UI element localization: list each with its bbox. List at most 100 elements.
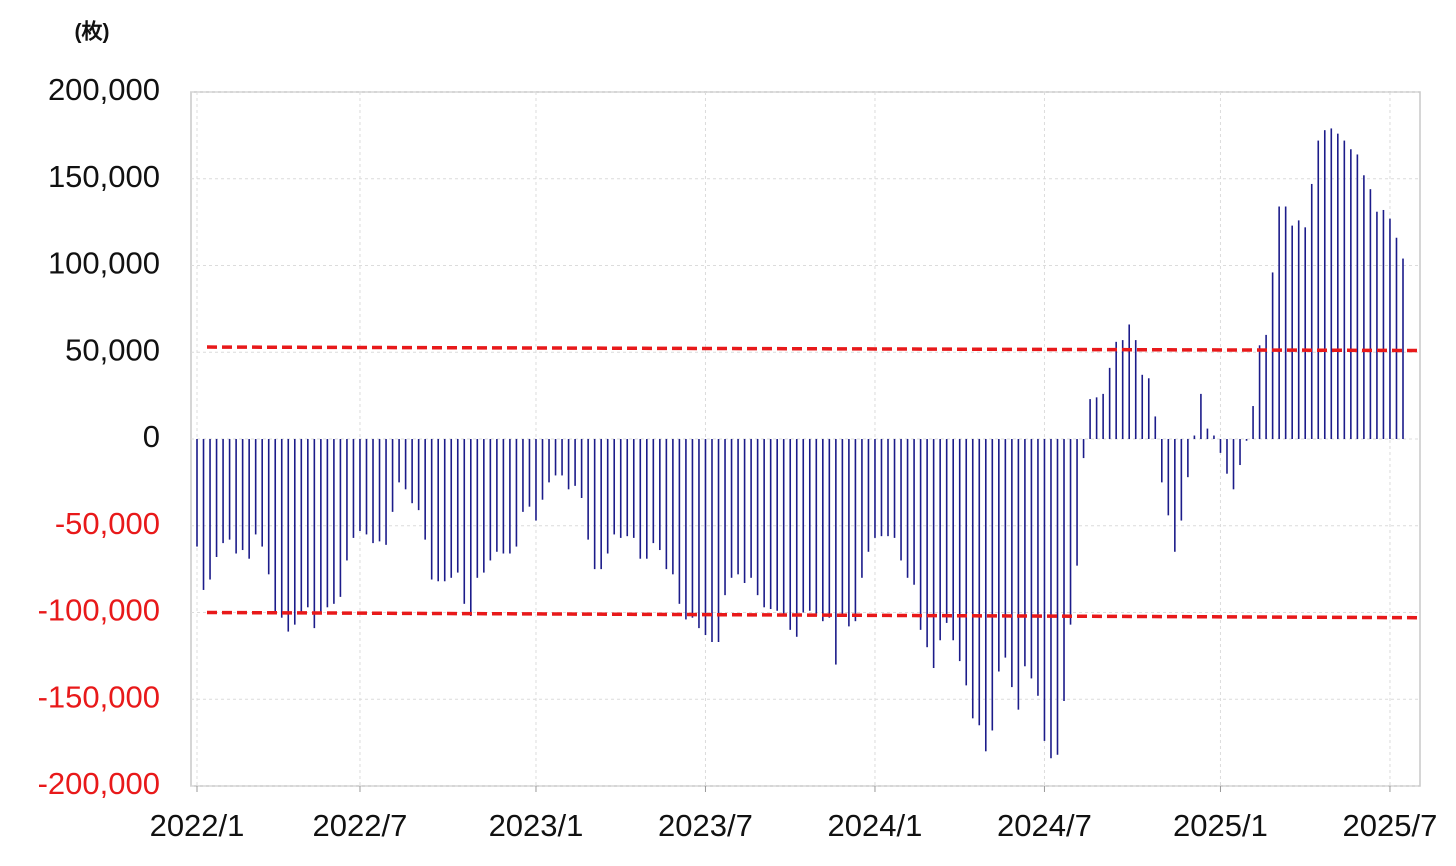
bar <box>580 439 583 498</box>
bar <box>1232 439 1235 490</box>
bar <box>887 439 889 537</box>
bar <box>1115 341 1117 439</box>
bar <box>1369 189 1372 439</box>
bar <box>1395 237 1398 439</box>
x-tick-label: 2022/1 <box>150 808 245 843</box>
x-tick-label: 2023/7 <box>658 808 753 843</box>
bar <box>385 439 387 545</box>
bar <box>346 439 348 561</box>
bar <box>1219 439 1222 453</box>
bar <box>926 439 928 648</box>
bar <box>1278 206 1280 439</box>
bar <box>835 439 837 665</box>
bar <box>489 439 492 561</box>
bar <box>861 439 863 578</box>
bar <box>1017 439 1020 710</box>
reference-line <box>206 610 1421 620</box>
bar <box>1167 439 1170 516</box>
bar <box>1304 227 1307 439</box>
bar <box>1297 220 1300 439</box>
y-tick-label: 0 <box>143 419 160 454</box>
y-tick-label: -150,000 <box>38 679 160 714</box>
bar <box>724 439 726 596</box>
bar <box>1363 175 1365 439</box>
bar <box>971 439 974 719</box>
bar <box>254 439 257 535</box>
bar <box>509 439 511 554</box>
bar <box>828 439 831 618</box>
bar <box>1082 439 1085 459</box>
bar <box>848 439 850 627</box>
bar <box>1180 439 1183 521</box>
bar <box>502 439 505 554</box>
bar <box>867 439 870 552</box>
bar <box>750 439 752 578</box>
bar <box>1337 133 1339 439</box>
bar <box>978 439 981 726</box>
bar <box>841 439 844 616</box>
bar <box>1206 428 1209 439</box>
bar <box>1291 225 1293 439</box>
bar <box>789 439 792 630</box>
bar <box>1102 393 1104 439</box>
y-unit-label: (枚) <box>75 20 110 44</box>
bar <box>326 439 329 608</box>
bar <box>241 439 244 551</box>
bar <box>515 439 518 547</box>
bar <box>646 439 648 559</box>
bar <box>215 439 218 557</box>
bar <box>945 439 948 623</box>
bar <box>932 439 935 669</box>
bar <box>228 439 231 540</box>
bar <box>704 439 707 636</box>
bar <box>939 439 941 641</box>
bar <box>587 439 589 540</box>
bar <box>391 439 394 512</box>
bar <box>196 439 198 547</box>
bar <box>1063 439 1065 701</box>
y-tick-label: -200,000 <box>38 766 160 801</box>
bar <box>476 439 479 578</box>
bar <box>1343 140 1346 439</box>
bar <box>307 439 309 608</box>
bar <box>1402 258 1404 439</box>
bar <box>1069 439 1072 625</box>
bar <box>737 439 739 575</box>
x-tick-label: 2025/1 <box>1173 808 1268 843</box>
bar <box>822 439 824 622</box>
bar <box>711 439 713 642</box>
bar <box>1011 439 1013 688</box>
bar <box>222 439 224 544</box>
bar <box>235 439 237 554</box>
bar <box>1037 439 1039 696</box>
bar <box>1356 154 1359 439</box>
bar <box>1323 130 1326 440</box>
bar <box>613 439 616 535</box>
bar <box>567 439 570 490</box>
bar <box>1076 439 1078 566</box>
reference-line <box>206 345 1421 353</box>
bar <box>952 439 954 641</box>
bar <box>913 439 915 585</box>
bar <box>398 439 400 483</box>
bar <box>1226 439 1228 474</box>
bar <box>593 439 596 570</box>
bar <box>1317 140 1320 439</box>
bar <box>1330 128 1333 439</box>
bar <box>730 439 733 578</box>
bar <box>535 439 537 521</box>
bar <box>469 439 472 616</box>
bar <box>378 439 381 542</box>
x-tick-label: 2022/7 <box>313 808 408 843</box>
bar <box>261 439 263 547</box>
bar <box>600 439 602 570</box>
bar <box>320 439 322 613</box>
bar <box>456 439 459 573</box>
bar <box>1376 211 1378 439</box>
bar <box>365 439 368 535</box>
bar <box>1213 435 1215 439</box>
bar <box>1350 149 1352 439</box>
bar <box>522 439 524 512</box>
bar <box>424 439 426 540</box>
